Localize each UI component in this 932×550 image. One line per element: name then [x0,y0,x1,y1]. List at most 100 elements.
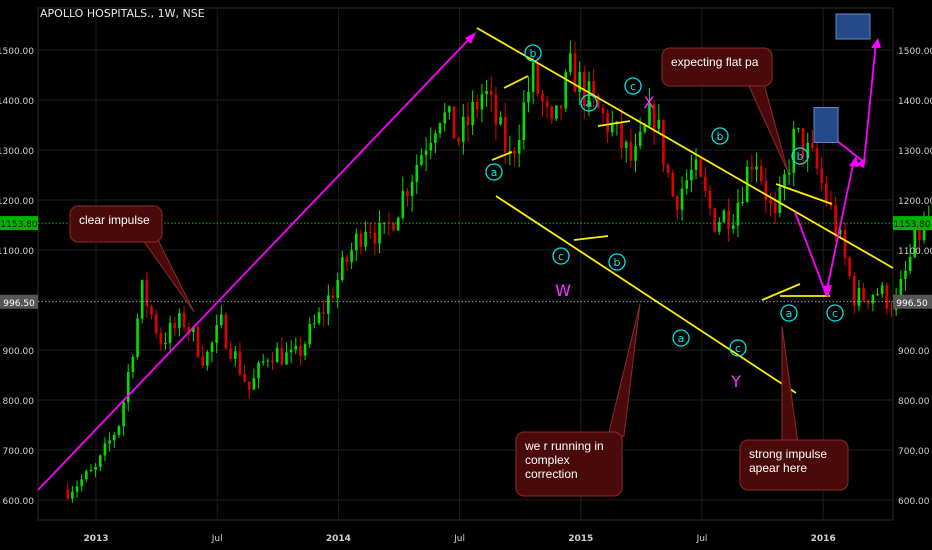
y-tick-label-left: 1100.00 [0,247,34,257]
candle-body [499,117,502,125]
candle-body [280,347,284,365]
price-tag-label: 996.50 [3,299,35,309]
y-tick-label-left: 900.00 [3,347,35,357]
candle-body [676,196,679,210]
candle-body [122,402,125,427]
candle-body [545,101,549,107]
candle-body [876,294,879,296]
callout-strong-text: apear here [749,461,807,475]
candle-body [373,232,377,244]
candle-body [420,155,423,165]
y-tick-label-left: 1400.00 [0,97,34,107]
callout-strong-text: strong impulse [749,447,827,461]
wave-label: b [717,130,724,143]
candle-body [429,142,433,151]
channel-line [597,120,631,127]
candle-body [811,142,814,149]
candle-body [462,116,465,142]
axes: 600.00 600.00 700.00 700.00 800.00 800.00 900.… [0,47,932,544]
wave-label-circle [780,304,798,322]
callout-flat-text: expecting flat pa [671,55,759,69]
candle-body [378,223,381,244]
candle-body [624,141,628,148]
candle-body [671,172,675,197]
channel-line [775,183,833,205]
candle-body [243,374,246,382]
candle-body [918,229,921,241]
candle-body [229,348,232,359]
candle-body [522,102,526,141]
candle-body [327,295,330,314]
candle-body [238,351,242,375]
candle-body [252,378,256,390]
wave-label-circle [552,247,570,265]
candle-body [275,347,279,363]
wave-label: a [786,307,793,320]
candle-body [98,455,102,467]
candle-body [247,381,251,390]
channel-line [495,195,797,394]
wave-label-circle [524,44,542,62]
price-tag-label: 1153.80 [893,220,930,230]
x-tick-label: Jul [211,534,223,544]
candle-body [485,90,488,95]
candle-body [103,443,107,456]
y-tick-label-left: 1500.00 [0,47,34,57]
candle-body [606,113,609,133]
candle-body [345,257,349,263]
candle-body [750,166,754,170]
candle-body [904,270,907,279]
candle-body [187,327,191,333]
candle-body [620,121,623,148]
candle-body [89,469,93,472]
candle-body [578,71,581,93]
candle-body [131,357,135,372]
candle-body [508,150,512,153]
candle-body [415,164,419,182]
candle-body [173,322,177,328]
candle-body [201,356,204,366]
wave-label: b [797,150,804,163]
candle-body [159,333,163,345]
candle-body [108,440,111,444]
candle-body [657,119,661,129]
candle-body [704,176,707,191]
candle-body [838,230,842,234]
candle-body [294,345,298,350]
forecast-arrowhead [856,158,866,168]
wxy-label: W [555,281,571,300]
candle-body [871,294,875,304]
candle-body [220,314,223,326]
candle-body [736,202,740,226]
candle-body [182,313,186,328]
candle-body [136,318,139,358]
candle-body [797,128,800,130]
candle-body [322,312,325,314]
candle-body [215,325,218,343]
target-box [835,13,871,40]
candle-body [471,101,474,126]
wxy-label: Y [730,372,741,391]
y-tick-label-right: 700.00 [898,447,930,457]
candle-body [759,166,763,181]
wave-label-circle [672,329,690,347]
y-tick-label-left: 1300.00 [0,147,34,157]
candle-body [266,360,270,362]
x-tick-label: 2013 [83,534,108,544]
candle-body [843,230,847,258]
candle-body [783,174,786,187]
candle-body [410,181,414,197]
candle-body [480,94,484,110]
forecast-arrowhead [871,38,881,48]
candle-body [773,203,777,213]
candle-body [550,106,554,119]
candle-body [392,223,395,231]
candle-body [834,205,837,234]
wave-label: a [678,332,685,345]
candle-body [536,62,540,94]
candle-body [350,250,353,263]
candle-body [690,169,693,181]
candle-body [71,491,74,499]
wave-label: c [558,250,564,263]
